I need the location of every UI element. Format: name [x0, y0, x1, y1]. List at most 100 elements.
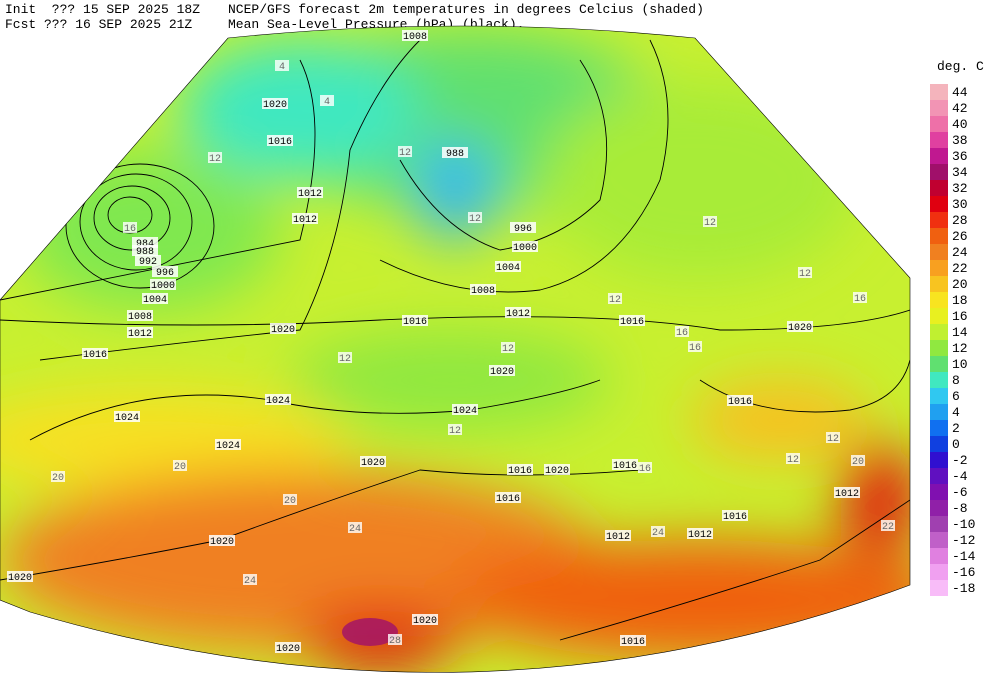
isobar-label-bg: [127, 310, 153, 321]
temperature-label: 16: [854, 294, 866, 305]
isobar-label: 1020: [8, 573, 32, 584]
temperature-label-bg: [608, 293, 622, 304]
legend-swatch: [930, 468, 948, 484]
temperature-label-bg: [853, 292, 867, 303]
isobar-label-bg: [620, 635, 646, 646]
temperature-label: 24: [652, 528, 664, 539]
legend-swatch: [930, 212, 948, 228]
legend-level: 26: [952, 229, 968, 244]
isobar-label: 1012: [298, 189, 322, 200]
forecast-time: Fcst ??? 16 SEP 2025 21Z: [5, 17, 192, 32]
legend-swatch: [930, 100, 948, 116]
isobar-label-bg: [135, 255, 161, 266]
legend-level: -16: [952, 565, 975, 580]
legend-level: 8: [952, 373, 960, 388]
isobar-label-bg: [209, 535, 235, 546]
temperature-label-bg: [348, 522, 362, 533]
legend-level: 14: [952, 325, 968, 340]
temperature-label: 20: [174, 462, 186, 473]
legend-swatch: [930, 452, 948, 468]
legend-swatch: [930, 484, 948, 500]
isobar-label-bg: [489, 365, 515, 376]
map: [0, 26, 910, 673]
isobar-label-bg: [152, 266, 178, 277]
legend-level: 44: [952, 85, 968, 100]
isobar-label-bg: [727, 395, 753, 406]
legend-swatch: [930, 436, 948, 452]
temperature-label-bg: [826, 432, 840, 443]
temperature-label: 4: [279, 62, 285, 73]
legend-swatch: [930, 500, 948, 516]
legend-swatch: [930, 548, 948, 564]
temperature-label-bg: [675, 326, 689, 337]
legend-level: 2: [952, 421, 960, 436]
temperature-label: 28: [389, 636, 401, 647]
temperature-label-bg: [243, 574, 257, 585]
isobar-label: 1016: [723, 512, 747, 523]
temperature-label: 12: [449, 426, 461, 437]
temperature-label-bg: [208, 152, 222, 163]
isobar-label-bg: [127, 327, 153, 338]
temperature-label-bg: [851, 455, 865, 466]
isobar-label: 1016: [508, 466, 532, 477]
temperature-label-bg: [703, 216, 717, 227]
legend-level: -12: [952, 533, 975, 548]
map-border: [0, 25, 911, 673]
temperature-label: 22: [882, 522, 894, 533]
isobar-label: 996: [514, 224, 532, 235]
isobar-label-bg: [360, 456, 386, 467]
temperature-label: 12: [339, 354, 351, 365]
isobar-label: 1008: [471, 286, 495, 297]
legend-level: 36: [952, 149, 968, 164]
isobar-label: 1024: [266, 396, 290, 407]
legend: 4442403836343230282624222018161412108642…: [930, 84, 976, 596]
isobar-label-bg: [142, 293, 168, 304]
temperature-label-bg: [501, 342, 515, 353]
temperature-label-bg: [320, 95, 334, 106]
temperature-label-bg: [881, 520, 895, 531]
isobar-label-bg: [510, 222, 536, 233]
isobar-label-bg: [619, 315, 645, 326]
legend-level: 10: [952, 357, 968, 372]
temperature-label-bg: [468, 212, 482, 223]
isobar-label: 1000: [513, 243, 537, 254]
isobar-label: 1020: [361, 458, 385, 469]
isobar-label: 996: [156, 268, 174, 279]
temperature-label: 4: [324, 97, 330, 108]
isobar-label-bg: [470, 284, 496, 295]
temperature-label: 24: [244, 576, 256, 587]
temperature-label: 20: [284, 496, 296, 507]
isobar-label: 1016: [83, 350, 107, 361]
legend-level: 4: [952, 405, 960, 420]
isobar-label: 1020: [263, 100, 287, 111]
isobar-label: 1020: [413, 616, 437, 627]
temperature-label: 12: [609, 295, 621, 306]
legend-level: 34: [952, 165, 968, 180]
isobar-label: 984: [136, 239, 154, 250]
legend-swatch: [930, 260, 948, 276]
isobar-label: 1024: [115, 413, 139, 424]
temperature-label: 12: [502, 344, 514, 355]
legend-level: 16: [952, 309, 968, 324]
legend-level: 6: [952, 389, 960, 404]
legend-level: -14: [952, 549, 976, 564]
temperature-label: 16: [689, 343, 701, 354]
legend-swatch: [930, 132, 948, 148]
temperature-label-bg: [448, 424, 462, 435]
legend-swatch: [930, 164, 948, 180]
isobar-label-bg: [132, 237, 158, 248]
isobar-label: 1020: [271, 325, 295, 336]
legend-swatch: [930, 276, 948, 292]
temperature-label: 24: [349, 524, 361, 535]
isobar-label-bg: [495, 492, 521, 503]
temperature-label: 12: [469, 214, 481, 225]
isobar-label: 1012: [835, 489, 859, 500]
isobar-label-bg: [7, 571, 33, 582]
legend-swatch: [930, 308, 948, 324]
isobar-label-bg: [452, 404, 478, 415]
isobar-label-bg: [82, 348, 108, 359]
temperature-label: 16: [639, 464, 651, 475]
temperature-label: 12: [799, 269, 811, 280]
legend-level: 32: [952, 181, 968, 196]
